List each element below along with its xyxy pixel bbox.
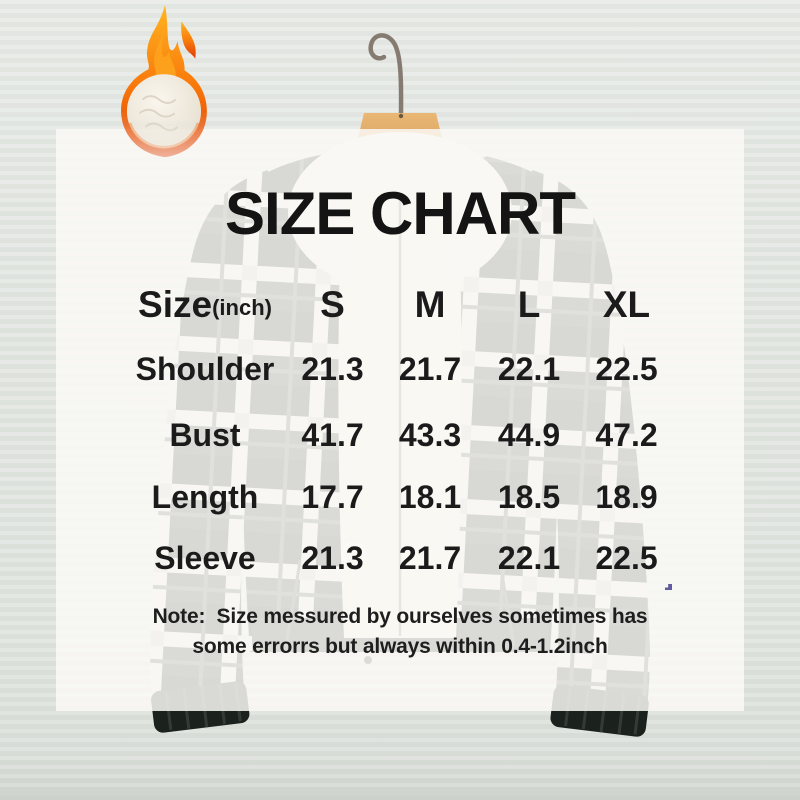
flame-fleece-icon	[110, 2, 216, 162]
bust-l: 44.9	[497, 416, 561, 453]
size-unit-suffix: (inch)	[212, 295, 272, 320]
row-label-length: Length	[151, 478, 259, 515]
fleece-texture	[138, 95, 179, 132]
size-column-l: L	[517, 284, 541, 325]
length-s: 17.7	[301, 478, 364, 515]
size-column-xl: XL	[602, 284, 651, 325]
size-unit-header: Size (inch)	[120, 276, 290, 334]
shoulder-m: 21.7	[398, 350, 462, 387]
shoulder-xl: 22.5	[595, 350, 658, 387]
sleeve-xl: 22.5	[595, 540, 658, 576]
measurement-note: Note: Size messured by ourselves sometim…	[56, 602, 744, 662]
sleeve-s: 21.3	[301, 540, 364, 576]
size-table: Size (inch) S M L XL Shoulder 21.3 21.7 2…	[120, 276, 680, 589]
hanger-screw	[398, 113, 404, 119]
shoulder-s: 21.3	[301, 350, 364, 387]
tiny-artifact-mark	[665, 584, 672, 590]
row-label-shoulder: Shoulder	[135, 350, 275, 387]
length-m: 18.1	[398, 478, 462, 515]
fleece-ball	[126, 74, 202, 149]
page-title: SIZE CHART	[225, 180, 576, 247]
note-line-2: some errorrs but always within 0.4-1.2in…	[192, 635, 608, 658]
note-line-1: Note: Size messured by ourselves sometim…	[152, 605, 648, 628]
flame-ring	[128, 122, 200, 149]
size-column-m: M	[414, 284, 446, 325]
flame-icon	[121, 4, 207, 158]
size-chart-panel	[56, 129, 744, 711]
bust-m: 43.3	[398, 416, 462, 453]
flame-tongue	[181, 21, 196, 59]
sleeve-l: 22.1	[497, 540, 561, 576]
bust-s: 41.7	[301, 416, 364, 453]
shoulder-l: 22.1	[497, 350, 561, 387]
length-xl: 18.9	[595, 478, 658, 515]
size-label: Size	[138, 284, 213, 325]
size-column-s: S	[320, 284, 345, 325]
row-label-bust: Bust	[169, 416, 241, 453]
hanger-hook	[368, 33, 404, 123]
row-label-sleeve: Sleeve	[154, 540, 256, 576]
floor-shadow	[0, 792, 800, 800]
length-l: 18.5	[497, 478, 561, 515]
sleeve-m: 21.7	[398, 540, 462, 576]
bust-xl: 47.2	[595, 416, 658, 453]
